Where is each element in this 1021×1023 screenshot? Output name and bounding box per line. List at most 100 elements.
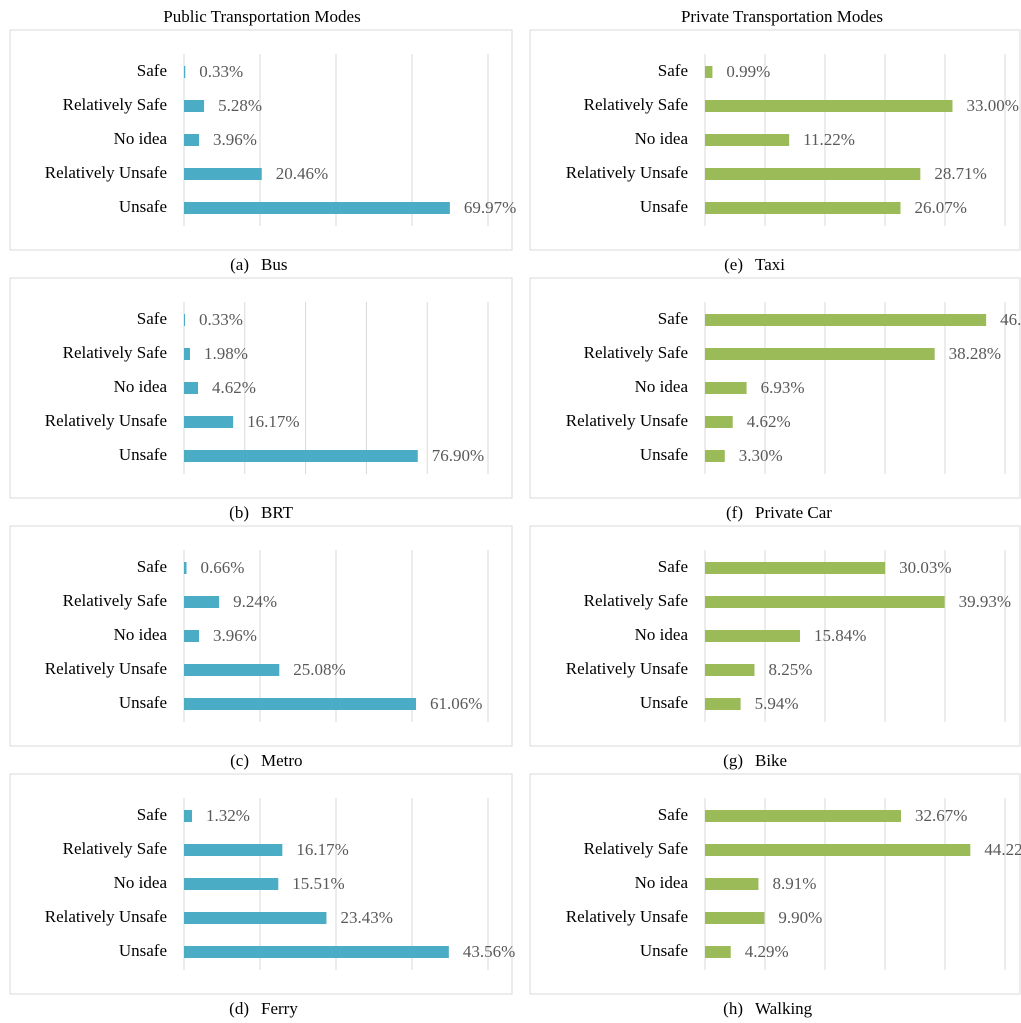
category-label: Unsafe	[640, 941, 688, 960]
value-label: 32.67%	[915, 806, 967, 825]
bar	[184, 630, 200, 642]
category-label: No idea	[114, 377, 168, 396]
category-label: No idea	[635, 625, 689, 644]
category-label: Relatively Unsafe	[566, 659, 688, 678]
category-label: Unsafe	[640, 693, 688, 712]
column-title: Public Transportation Modes	[163, 7, 360, 26]
bar	[705, 946, 731, 958]
caption-title: Metro	[261, 751, 303, 770]
category-label: Safe	[137, 309, 167, 328]
panel-border	[529, 773, 1021, 995]
caption-label: (c)	[230, 751, 249, 770]
value-label: 26.07%	[915, 198, 967, 217]
category-label: Relatively Safe	[584, 591, 688, 610]
category-label: Unsafe	[119, 197, 167, 216]
panel-border	[9, 525, 513, 747]
bar	[184, 134, 200, 146]
category-label: Relatively Safe	[63, 839, 167, 858]
category-label: Safe	[658, 309, 688, 328]
value-label: 16.17%	[296, 840, 348, 859]
category-label: Unsafe	[640, 197, 688, 216]
value-label: 8.25%	[769, 660, 813, 679]
category-label: No idea	[114, 625, 168, 644]
value-label: 0.33%	[199, 62, 243, 81]
category-label: Safe	[658, 557, 688, 576]
value-label: 3.30%	[739, 446, 783, 465]
value-label: 15.84%	[814, 626, 866, 645]
caption-label: (g)	[723, 751, 743, 770]
bar	[705, 450, 725, 462]
bar	[184, 450, 418, 462]
caption-title: Bus	[261, 255, 287, 274]
category-label: Unsafe	[119, 693, 167, 712]
category-label: Relatively Safe	[584, 343, 688, 362]
bar	[705, 810, 902, 822]
bar	[184, 168, 262, 180]
value-label: 1.32%	[206, 806, 250, 825]
value-label: 0.33%	[199, 310, 243, 329]
caption-title: Ferry	[261, 999, 298, 1018]
value-label: 0.99%	[726, 62, 770, 81]
bar	[705, 562, 886, 574]
value-label: 4.62%	[212, 378, 256, 397]
bar	[705, 314, 987, 326]
value-label: 44.22%	[984, 840, 1021, 859]
category-label: Unsafe	[119, 941, 167, 960]
value-label: 38.28%	[949, 344, 1001, 363]
category-label: Safe	[137, 557, 167, 576]
bar	[705, 100, 953, 112]
bar	[184, 202, 450, 214]
bar	[705, 630, 801, 642]
caption-label: (a)	[230, 255, 249, 274]
category-label: Unsafe	[119, 445, 167, 464]
panel-border	[529, 525, 1021, 747]
category-label: Relatively Safe	[63, 591, 167, 610]
bar	[184, 100, 205, 112]
value-label: 6.93%	[761, 378, 805, 397]
bar	[705, 878, 759, 890]
category-label: No idea	[635, 873, 689, 892]
category-label: Relatively Safe	[63, 343, 167, 362]
value-label: 61.06%	[430, 694, 482, 713]
value-label: 11.22%	[803, 130, 855, 149]
bar	[184, 844, 283, 856]
category-label: Relatively Unsafe	[45, 907, 167, 926]
bar	[705, 698, 741, 710]
category-label: Relatively Unsafe	[45, 163, 167, 182]
bar	[705, 844, 971, 856]
bar	[184, 698, 417, 710]
bar	[705, 134, 790, 146]
bar	[705, 596, 945, 608]
category-label: Safe	[137, 61, 167, 80]
value-label: 69.97%	[464, 198, 516, 217]
bar	[184, 416, 234, 428]
value-label: 4.62%	[747, 412, 791, 431]
value-label: 9.24%	[233, 592, 277, 611]
category-label: Safe	[658, 61, 688, 80]
category-label: Safe	[658, 805, 688, 824]
value-label: 33.00%	[967, 96, 1019, 115]
value-label: 23.43%	[340, 908, 392, 927]
bar	[184, 912, 327, 924]
bar	[184, 348, 191, 360]
value-label: 46.86%	[1000, 310, 1021, 329]
value-label: 5.28%	[218, 96, 262, 115]
bar	[705, 202, 901, 214]
caption-title: Taxi	[755, 255, 785, 274]
category-label: Relatively Safe	[63, 95, 167, 114]
category-label: No idea	[635, 377, 689, 396]
value-label: 1.98%	[204, 344, 248, 363]
caption-title: Private Car	[755, 503, 832, 522]
category-label: Relatively Unsafe	[566, 411, 688, 430]
bar	[705, 416, 733, 428]
bar	[705, 912, 765, 924]
value-label: 4.29%	[745, 942, 789, 961]
value-label: 20.46%	[276, 164, 328, 183]
category-label: No idea	[635, 129, 689, 148]
caption-label: (e)	[724, 255, 743, 274]
category-label: Relatively Safe	[584, 839, 688, 858]
value-label: 15.51%	[292, 874, 344, 893]
bar	[184, 664, 280, 676]
bar	[184, 314, 186, 326]
panel-border	[9, 773, 513, 995]
